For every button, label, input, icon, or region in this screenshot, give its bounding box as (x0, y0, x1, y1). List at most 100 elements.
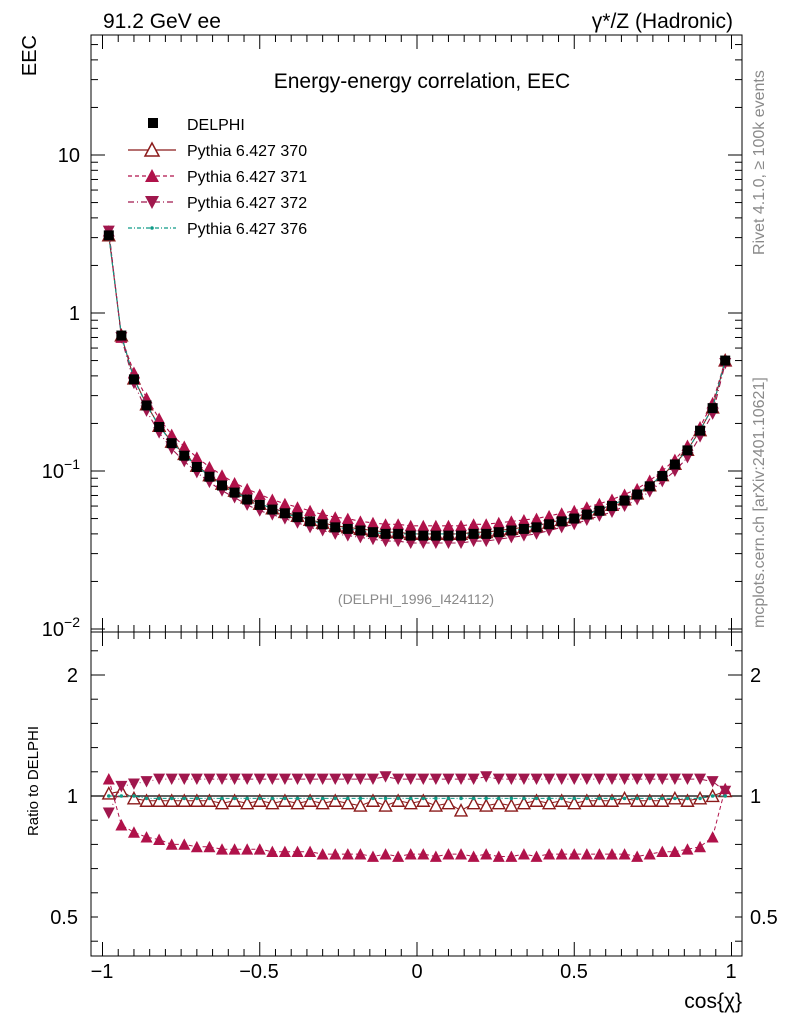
data-point-delphi (619, 495, 630, 506)
ratio-point-372 (190, 773, 203, 786)
ratio-point-372 (102, 807, 115, 819)
legend-label-371: Pythia 6.427 371 (187, 169, 307, 186)
ratio-ytick-labels-left: 2 1 0.5 (50, 665, 78, 929)
ratio-ytick-0.5-right: 0.5 (750, 907, 778, 929)
ratio-point-376 (182, 796, 187, 801)
ratio-point-371 (316, 848, 329, 860)
data-point-delphi (204, 471, 215, 482)
ratio-point-370 (164, 793, 179, 807)
data-point-delphi (682, 445, 693, 456)
ratio-point-371 (153, 833, 166, 845)
ratio-line-370 (108, 790, 726, 812)
ratio-point-371 (442, 848, 455, 860)
ratio-point-372 (555, 773, 568, 786)
data-point-delphi (292, 512, 303, 523)
ytick-label-10: 10 (58, 145, 80, 167)
legend-marker-delphi (148, 118, 158, 128)
data-point-delphi (569, 513, 580, 524)
data-point-delphi (141, 400, 152, 411)
series-line-371 (108, 231, 726, 527)
data-point-371 (366, 516, 379, 529)
ratio-point-371 (341, 848, 354, 860)
ratio-point-370 (604, 793, 620, 807)
data-point-371 (517, 513, 530, 526)
main-panel: Energy-energy correlation, EEC EEC (DELP… (19, 34, 743, 641)
ratio-point-371 (241, 843, 254, 855)
data-point-delphi (154, 421, 165, 432)
data-point-371 (266, 493, 279, 505)
ratio-point-376 (647, 796, 652, 801)
data-point-371 (165, 428, 178, 440)
ratio-point-372 (366, 773, 379, 786)
data-point-371 (216, 469, 229, 481)
ratio-point-376 (408, 796, 413, 801)
ratio-point-372 (505, 773, 518, 786)
ratio-point-376 (283, 796, 287, 801)
ratio-line-371 (108, 778, 726, 858)
ratio-point-371 (618, 848, 631, 860)
ratio-point-376 (119, 794, 124, 798)
data-point-delphi (632, 489, 643, 500)
ratio-point-372 (429, 773, 442, 786)
ratio-point-376 (144, 796, 149, 801)
main-title: Energy-energy correlation, EEC (274, 70, 570, 93)
ratio-point-370 (554, 793, 569, 807)
xtick-label-1: 1 (725, 961, 736, 983)
ratio-point-376 (522, 796, 526, 801)
ratio-point-376 (572, 796, 577, 801)
ratio-point-371 (455, 848, 468, 860)
legend-entry-372: Pythia 6.427 372 (128, 195, 307, 212)
data-point-371 (354, 515, 367, 527)
ratio-point-376 (597, 796, 602, 801)
legend-marker-376 (150, 226, 154, 230)
ratio-point-376 (559, 796, 564, 801)
legend-entry-371: Pythia 6.427 371 (128, 169, 307, 186)
data-point-371 (555, 507, 568, 519)
legend-marker-370 (143, 141, 161, 157)
ratio-point-376 (396, 796, 400, 801)
ratio-point-376 (257, 796, 262, 801)
legend: DELPHI Pythia 6.427 370 Pythia 6.427 371… (128, 117, 307, 238)
ratio-point-370 (151, 793, 167, 807)
ratio-point-370 (416, 793, 431, 807)
ratio-point-371 (467, 850, 480, 862)
ratio-point-372 (304, 773, 317, 786)
data-point-delphi (669, 459, 680, 470)
ratio-point-371 (266, 845, 279, 858)
ratio-point-376 (346, 796, 350, 801)
energy-label: 91.2 GeV ee (103, 10, 221, 33)
ratio-point-371 (102, 773, 115, 785)
ratio-point-376 (232, 796, 237, 801)
ratio-point-370 (567, 795, 582, 810)
ratio-point-370 (378, 798, 393, 812)
ratio-point-372 (291, 773, 304, 786)
ratio-point-376 (685, 796, 690, 801)
ratio-point-372 (643, 773, 656, 786)
ratio-point-376 (484, 796, 488, 801)
ratio-point-371 (543, 848, 556, 860)
data-point-delphi (481, 528, 492, 539)
ratio-point-372 (668, 773, 681, 786)
ratio-point-372 (178, 773, 191, 786)
ratio-point-371 (517, 848, 530, 860)
y-axis-label-eec: EEC (19, 35, 41, 76)
ratio-point-371 (216, 843, 229, 855)
ratio-point-370 (642, 793, 657, 807)
ratio-point-370 (353, 798, 368, 812)
ratio-point-376 (421, 796, 426, 801)
ratio-point-371 (429, 850, 442, 862)
ratio-point-376 (434, 796, 438, 801)
data-point-delphi (594, 505, 605, 516)
data-point-371 (480, 518, 493, 530)
data-point-delphi (506, 525, 517, 536)
ratio-point-371 (530, 850, 543, 862)
legend-label-372: Pythia 6.427 372 (187, 195, 307, 212)
data-point-delphi (456, 530, 467, 541)
ratio-point-376 (270, 796, 275, 801)
ratio-point-376 (220, 796, 224, 801)
data-point-delphi (544, 519, 555, 530)
ratio-point-370 (139, 793, 154, 807)
data-point-371 (291, 501, 304, 513)
ratio-point-370 (479, 798, 494, 812)
data-point-delphi (242, 494, 253, 505)
